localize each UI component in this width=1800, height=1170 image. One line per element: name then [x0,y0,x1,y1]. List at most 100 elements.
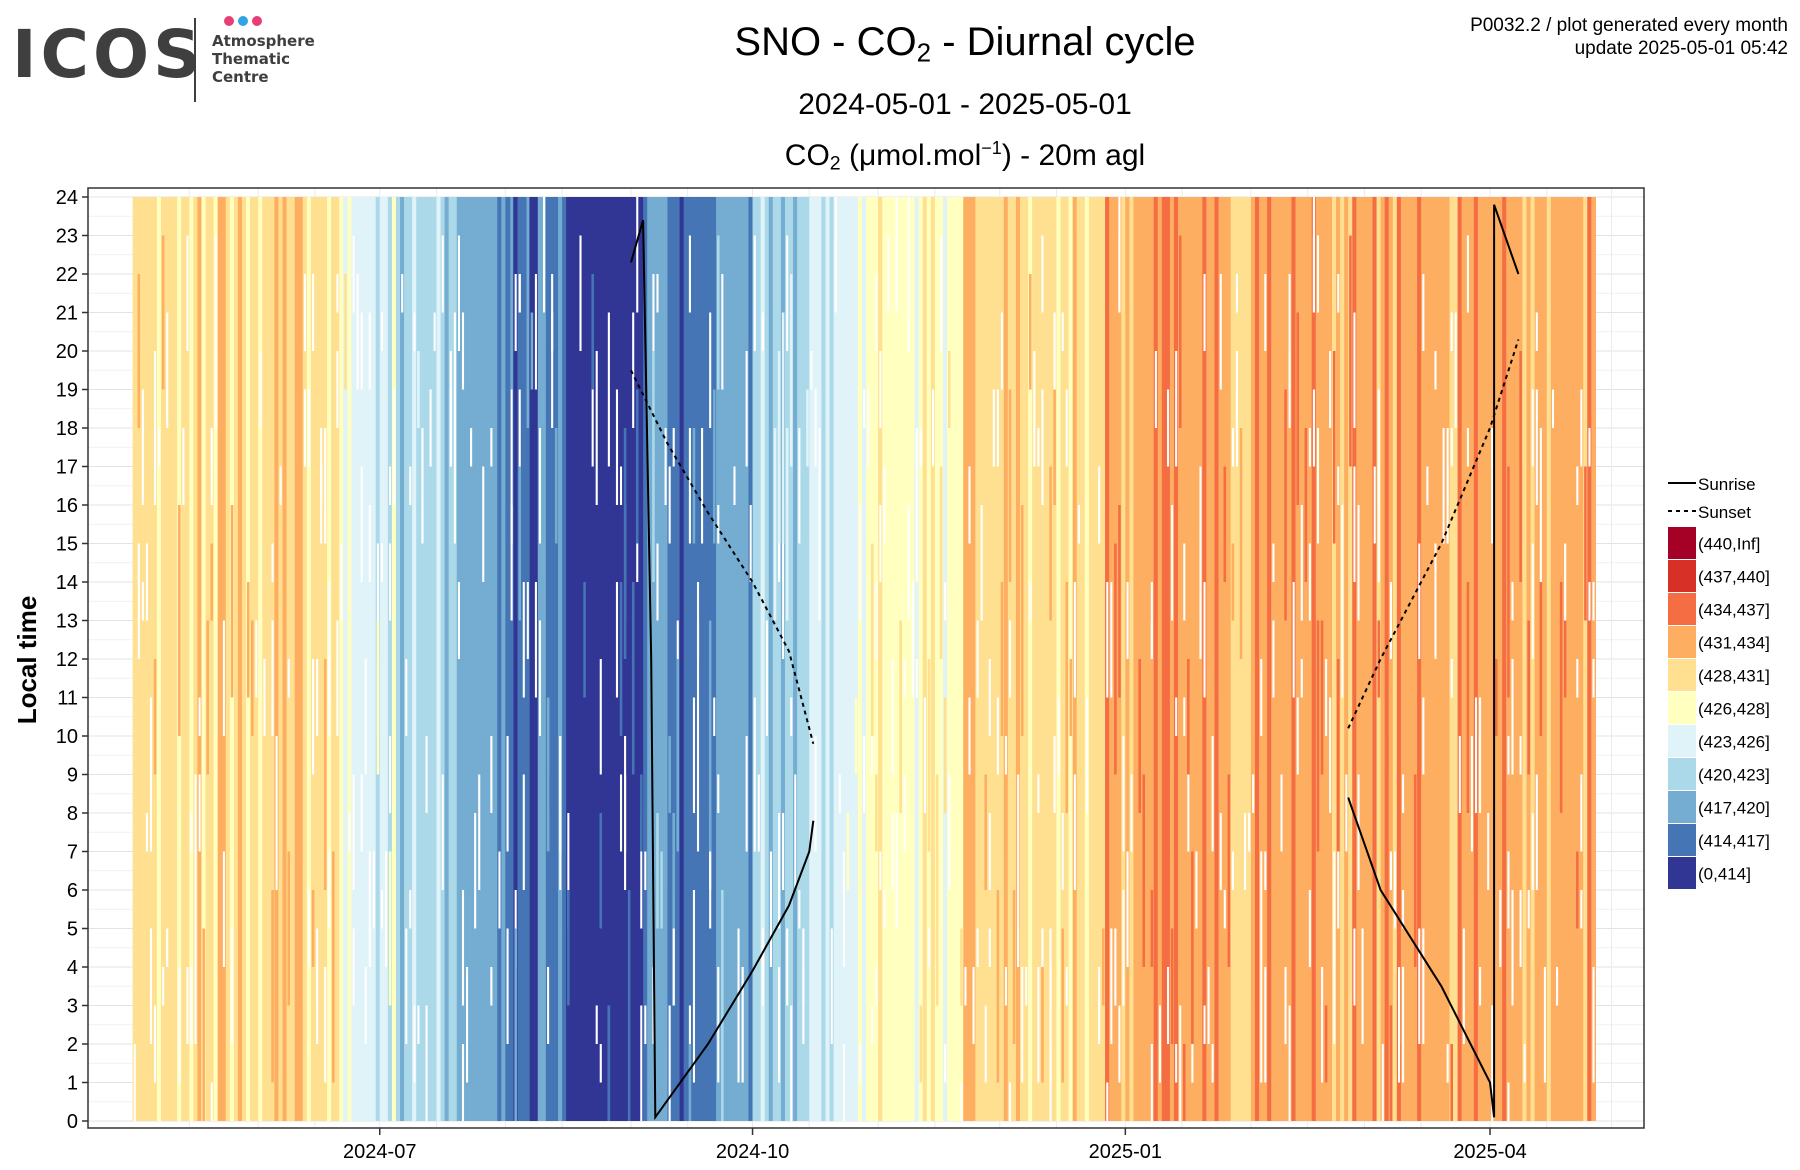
heatmap-day-column [1477,197,1483,1121]
missing-data-gap [818,428,821,544]
missing-data-gap [1539,428,1542,467]
missing-data-gap [607,312,610,351]
missing-data-gap [1171,505,1174,621]
missing-data-gap [721,274,724,390]
heatmap-day-column [1121,197,1126,1121]
missing-data-gap [1158,1005,1162,1083]
heatmap-day-column [1222,197,1228,1121]
chart-title: SNO - CO2 - Diurnal cycle [734,20,1196,68]
missing-data-gap [1211,736,1214,852]
missing-data-gap [149,697,153,736]
heatmap-day-column [793,197,798,1121]
y-tick-label: 7 [67,842,78,864]
heatmap-day-column [833,197,839,1121]
missing-data-gap [688,1005,691,1044]
missing-data-gap [352,235,355,313]
heatmap-day-column [610,197,616,1121]
missing-data-gap [1264,274,1267,351]
heatmap-hour-cell [1049,466,1052,621]
missing-data-gap [312,659,315,736]
heatmap-hour-cell [530,312,534,390]
heatmap-day-column [574,197,579,1121]
heatmap-day-column [606,197,612,1121]
heatmap-hour-cell [635,389,639,544]
missing-data-gap [1377,389,1380,505]
heatmap-day-column [602,197,608,1121]
legend-label: Sunrise [1698,475,1756,494]
missing-data-gap [1389,582,1392,659]
heatmap-hour-cell [1231,543,1235,621]
heatmap-day-column [1429,197,1434,1121]
heatmap-day-column [408,197,413,1121]
y-tick-label: 14 [56,572,78,594]
missing-data-gap [692,890,696,967]
missing-data-gap [1179,1005,1182,1121]
missing-data-gap [1000,312,1003,390]
missing-data-gap [141,582,144,621]
missing-data-gap [891,813,894,890]
y-tick-label: 10 [56,726,78,748]
missing-data-gap [891,659,894,775]
missing-data-gap [1106,1082,1109,1121]
heatmap-day-column [1368,197,1374,1121]
missing-data-gap [1511,582,1514,621]
missing-data-gap [838,774,841,813]
missing-data-gap [1446,1044,1449,1083]
heatmap-day-column [383,197,389,1121]
missing-data-gap [1397,967,1401,1083]
missing-data-gap [668,466,671,544]
missing-data-gap [1300,659,1303,698]
heatmap-hour-cell [652,351,655,582]
heatmap-hour-cell [1332,351,1336,544]
heatmap-day-column [760,197,766,1121]
heatmap-hour-cell [1495,659,1498,736]
heatmap-day-column [1567,197,1572,1121]
missing-data-gap [701,428,704,505]
heatmap-day-column [359,197,365,1121]
missing-data-gap [1037,774,1040,813]
missing-data-gap [149,736,153,852]
chart-legend: Sunrise Sunset (440,Inf] (437,440] (434,437]… [1668,475,1770,889]
missing-data-gap [1037,428,1040,467]
heatmap-day-column [1534,197,1540,1121]
missing-data-gap [1219,274,1222,390]
missing-data-gap [380,543,384,582]
heatmap-day-column [1173,197,1179,1121]
missing-data-gap [619,466,623,505]
missing-data-gap [1231,851,1234,890]
heatmap-day-column [148,197,154,1121]
missing-data-gap [1308,428,1311,467]
missing-data-gap [701,505,704,544]
missing-data-gap [591,351,594,467]
missing-data-gap [1150,620,1153,659]
missing-data-gap [980,505,983,621]
missing-data-gap [842,1044,845,1121]
heatmap-day-column [1165,197,1171,1121]
missing-data-gap [1130,774,1133,852]
missing-data-gap [1592,659,1595,698]
heatmap-hour-cell [1215,697,1218,929]
missing-data-gap [1288,274,1291,390]
y-tick-label: 19 [56,380,78,402]
missing-data-gap [441,235,444,313]
heatmap-day-column [428,197,434,1121]
y-tick-label: 22 [56,264,78,286]
heatmap-day-column [464,197,470,1121]
heatmap-day-column [217,197,223,1121]
heatmap-day-column [995,197,1001,1121]
missing-data-gap [1341,582,1344,698]
heatmap-day-column [1036,197,1041,1121]
heatmap-hour-cell [721,890,724,1121]
missing-data-gap [1280,774,1283,852]
missing-data-gap [1353,928,1356,1006]
heatmap-day-column [772,197,778,1121]
heatmap-hour-cell [206,620,209,775]
missing-data-gap [1519,890,1522,967]
missing-data-gap [474,813,477,929]
heatmap-day-column [1384,197,1390,1121]
heatmap-day-column [1542,197,1548,1121]
heatmap-day-column [922,197,928,1121]
heatmap-hour-cell [1559,582,1563,813]
heatmap-day-column [1392,197,1398,1121]
missing-data-gap [688,428,691,544]
